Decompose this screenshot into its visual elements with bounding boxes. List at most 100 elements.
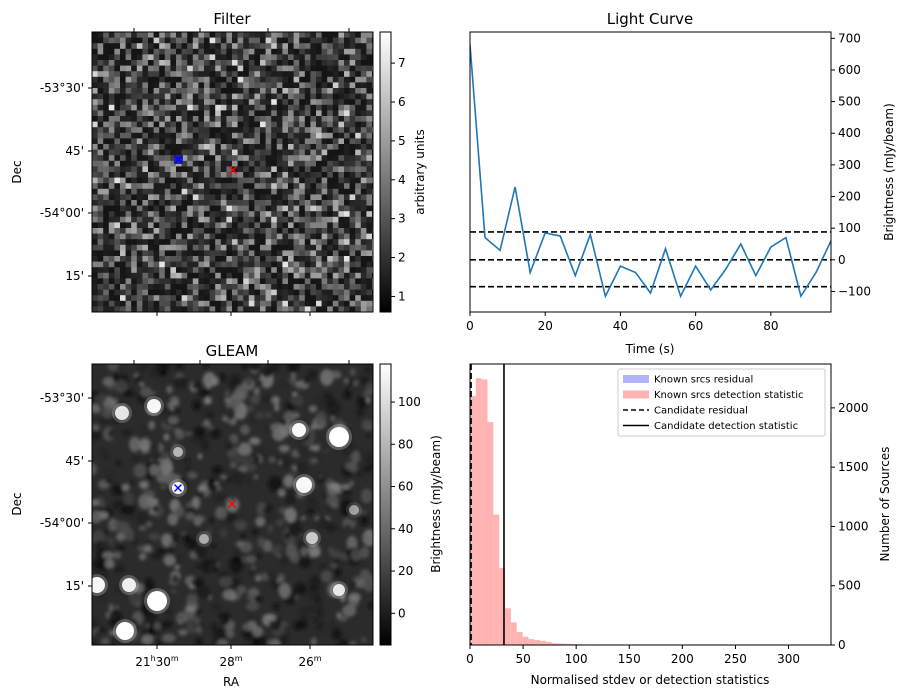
histogram-bar	[516, 631, 523, 645]
colorbar-tick-label: 7	[398, 56, 406, 70]
x-tick-label: 21h30m	[135, 654, 179, 669]
y-tick-label: 0	[838, 638, 846, 652]
gleam-colorbar-label: Brightness (mJy/beam)	[429, 435, 443, 573]
histogram-legend: Known srcs residual Known srcs detection …	[617, 368, 826, 437]
histogram-bar	[493, 514, 500, 645]
gleam-image	[92, 364, 373, 645]
filter-frame	[91, 31, 374, 313]
legend-swatch	[623, 375, 649, 383]
y-tick-label: 300	[838, 158, 861, 172]
gleam-ticks: -53°30' 45' -54°00' 15' 21h30m 28m 26m	[40, 360, 350, 669]
colorbar-tick-label: 60	[398, 480, 413, 494]
gleam-panel: GLEAM -53°30' 45' -54°00' 15' 21h30m 28m 26m D…	[10, 342, 443, 689]
radio-source	[122, 578, 136, 592]
colorbar-tick-label: 100	[398, 395, 421, 409]
y-tick-label: 400	[838, 126, 861, 140]
histogram-frame	[469, 363, 832, 646]
y-tick-label: 15'	[65, 579, 84, 593]
radio-source	[115, 406, 129, 420]
gleam-frame	[91, 363, 374, 646]
filter-colorbar: 1 2 3 4 5 6 7 arbitrary units	[379, 31, 427, 313]
light-curve-ylabel: Brightness (mJy/beam)	[882, 103, 896, 241]
colorbar-tick-label: 4	[398, 173, 406, 187]
y-tick-label: 700	[838, 31, 861, 45]
radio-source	[147, 591, 167, 611]
y-tick-label: 45'	[65, 454, 84, 468]
legend-label: Known srcs residual	[654, 375, 753, 386]
histogram-bar	[522, 636, 529, 645]
histogram-bar	[510, 622, 517, 645]
y-tick-label: 45'	[65, 144, 84, 158]
y-tick-label: 1000	[838, 519, 869, 533]
y-tick-label: 200	[838, 190, 861, 204]
radio-source	[306, 532, 318, 544]
gleam-colorbar-ticks: 0 20 40 60 80 100	[391, 395, 421, 620]
colorbar-tick-label: 3	[398, 212, 406, 226]
light-curve-xlabel: Time (s)	[625, 342, 675, 356]
histogram-bar	[475, 378, 482, 645]
gleam-title: GLEAM	[206, 342, 259, 360]
x-tick-label: 0	[466, 652, 474, 666]
light-curve-series	[470, 44, 831, 299]
y-tick-label: -54°00'	[40, 516, 84, 530]
histogram-bar	[563, 643, 570, 645]
legend-label: Known srcs detection statistic	[654, 390, 803, 401]
y-tick-label: 600	[838, 63, 861, 77]
radio-source	[296, 477, 312, 493]
histogram-xlabel: Normalised stdev or detection statistics	[531, 673, 770, 687]
x-tick-label: 150	[618, 652, 641, 666]
gleam-sources	[92, 396, 362, 643]
x-tick-label: 20	[538, 319, 553, 333]
gleam-markers	[174, 484, 236, 508]
colorbar-tick-label: 2	[398, 251, 406, 265]
radio-source	[349, 505, 359, 515]
filter-colorbar-label: arbitrary units	[413, 129, 427, 215]
y-tick-label: 15'	[65, 269, 84, 283]
legend-swatch	[623, 390, 649, 399]
y-tick-label: -54°00'	[40, 206, 84, 220]
light-curve-title: Light Curve	[607, 10, 693, 28]
radio-source	[333, 584, 345, 596]
colorbar-tick-label: 1	[398, 289, 406, 303]
radio-source	[147, 399, 161, 413]
x-tick-label: 50	[515, 652, 530, 666]
x-tick-label: 80	[763, 319, 778, 333]
light-curve-threshold-lines	[470, 231, 831, 288]
filter-noise-image	[92, 32, 373, 312]
gleam-xlabel: RA	[223, 675, 240, 689]
legend-label: Candidate detection statistic	[654, 421, 798, 432]
gleam-ylabel: Dec	[10, 492, 24, 515]
histogram-panel: 0 50 100 150 200 250 300 0 500 1000 1500 2000 Norma…	[466, 363, 892, 687]
x-tick-label: 250	[724, 652, 747, 666]
histogram-bar	[551, 643, 558, 645]
histogram-ticks: 0 50 100 150 200 250 300 0 500 1000 1500 2000	[466, 401, 868, 666]
gleam-marker-red	[228, 500, 236, 508]
y-tick-label: -53°30'	[40, 391, 84, 405]
y-tick-label: −100	[838, 284, 871, 298]
histogram-bar	[470, 396, 476, 645]
x-tick-label: 200	[671, 652, 694, 666]
light-curve-frame	[469, 31, 832, 313]
x-tick-label: 28m	[219, 654, 242, 669]
legend-label: Candidate residual	[654, 406, 748, 417]
light-curve-ticks: 0 20 40 60 80 −100 0 100 200 300 400 500 600 700	[466, 31, 871, 333]
histogram-bar	[481, 379, 488, 645]
histogram-bar	[487, 422, 494, 645]
filter-colorbar-ticks: 1 2 3 4 5 6 7	[391, 56, 406, 303]
radio-source	[329, 427, 349, 447]
histogram-bar	[499, 567, 506, 645]
gleam-colorbar: 0 20 40 60 80 100 Brightness (mJy/beam)	[379, 363, 443, 646]
histogram-bar	[557, 643, 564, 645]
filter-title: Filter	[213, 10, 251, 28]
colorbar-tick-label: 80	[398, 437, 413, 451]
radio-source	[173, 447, 183, 457]
x-tick-label: 40	[613, 319, 628, 333]
filter-marker-red	[229, 166, 237, 174]
x-tick-label: 60	[688, 319, 703, 333]
y-tick-label: 100	[838, 221, 861, 235]
histogram-bar	[534, 640, 541, 645]
x-tick-label: 26m	[298, 654, 321, 669]
y-tick-label: 500	[838, 95, 861, 109]
y-tick-label: 500	[838, 579, 861, 593]
